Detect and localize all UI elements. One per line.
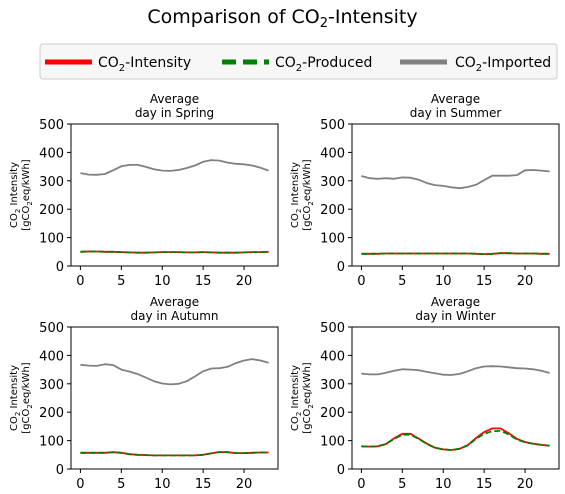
xtick-label: 15 (476, 274, 493, 289)
ytick-label: 500 (320, 118, 345, 133)
xtick-label: 5 (117, 477, 125, 492)
series-line-co2-produced (361, 429, 550, 451)
ytick-label: 0 (337, 260, 345, 275)
ylabel: CO2 Intensity[gCO2eq/kWh] (9, 159, 34, 230)
xtick-label: 5 (117, 274, 125, 289)
legend-label-intensity: CO2-Intensity (98, 55, 191, 74)
series-line-co2-imported (80, 358, 269, 386)
xtick-label: 0 (76, 477, 84, 492)
legend-label-imported: CO2-Imported (455, 55, 551, 74)
ylabel: CO2 Intensity[gCO2eq/kWh] (290, 159, 315, 230)
subplot-title-line1: Average (431, 92, 480, 106)
figure-title: Comparison of CO2-Intensity (147, 6, 417, 31)
ytick-label: 0 (337, 463, 345, 478)
xtick-label: 0 (357, 477, 365, 492)
xtick-label: 10 (435, 274, 452, 289)
xtick-label: 5 (398, 274, 406, 289)
xtick-label: 15 (195, 274, 212, 289)
subplot-title-line2: day in Autumn (130, 309, 218, 323)
xtick-label: 20 (236, 477, 253, 492)
ytick-label: 300 (39, 175, 64, 190)
ylabel: CO2 Intensity[gCO2eq/kWh] (290, 362, 315, 433)
ytick-label: 100 (39, 232, 64, 247)
ytick-label: 500 (320, 321, 345, 336)
legend-label-produced: CO2-Produced (275, 55, 372, 74)
ytick-label: 400 (39, 146, 64, 161)
series-line-co2-imported (361, 169, 550, 190)
subplot-title-line2: day in Winter (415, 309, 495, 323)
series-line-co2-imported (361, 365, 550, 376)
ytick-label: 300 (39, 378, 64, 393)
ytick-label: 300 (320, 175, 345, 190)
axes-frame (351, 326, 560, 470)
xtick-label: 15 (195, 477, 212, 492)
subplot-title-line2: day in Spring (135, 106, 214, 120)
xtick-label: 10 (154, 477, 171, 492)
xtick-label: 20 (236, 274, 253, 289)
ytick-label: 100 (320, 435, 345, 450)
xtick-label: 20 (517, 274, 534, 289)
series-line-co2-produced (80, 451, 269, 457)
ylabel: CO2 Intensity[gCO2eq/kWh] (9, 362, 34, 433)
ytick-label: 0 (56, 463, 64, 478)
ytick-label: 500 (39, 118, 64, 133)
subplot-title-line1: Average (150, 92, 199, 106)
series-line-co2-intensity (361, 427, 550, 451)
axes-frame (70, 123, 279, 267)
xtick-label: 10 (435, 477, 452, 492)
series-line-co2-produced (361, 252, 550, 256)
subplot-title-line2: day in Summer (410, 106, 502, 120)
ytick-label: 100 (39, 435, 64, 450)
xtick-label: 0 (76, 274, 84, 289)
ytick-label: 400 (320, 349, 345, 364)
xtick-label: 0 (357, 274, 365, 289)
ytick-label: 200 (320, 203, 345, 218)
xtick-label: 15 (476, 477, 493, 492)
ytick-label: 400 (39, 349, 64, 364)
ytick-label: 200 (39, 203, 64, 218)
ytick-label: 200 (320, 406, 345, 421)
series-line-co2-imported (80, 159, 269, 176)
axes-frame (70, 326, 279, 470)
ytick-label: 300 (320, 378, 345, 393)
xtick-label: 10 (154, 274, 171, 289)
ytick-label: 0 (56, 260, 64, 275)
legend-frame (39, 43, 558, 80)
ytick-label: 100 (320, 232, 345, 247)
subplot-title-line1: Average (150, 295, 199, 309)
ytick-label: 400 (320, 146, 345, 161)
axes-frame (351, 123, 560, 267)
series-line-co2-produced (80, 250, 269, 254)
subplot-title-line1: Average (431, 295, 480, 309)
ytick-label: 200 (39, 406, 64, 421)
xtick-label: 5 (398, 477, 406, 492)
legend: CO2-Intensity CO2-Produced CO2-Imported (39, 43, 558, 80)
xtick-label: 20 (517, 477, 534, 492)
ytick-label: 500 (39, 321, 64, 336)
